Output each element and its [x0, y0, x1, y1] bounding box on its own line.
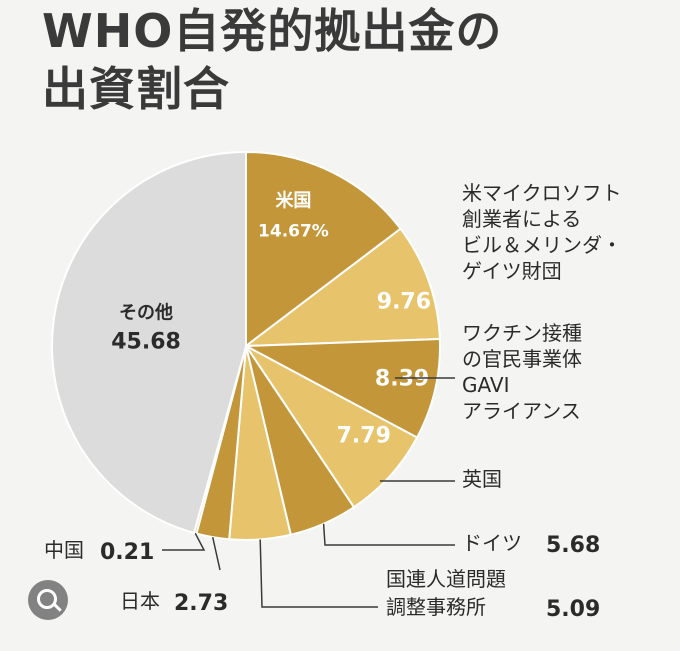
pie-slice-1	[242, 227, 441, 348]
slice-label-2-line-1: の官民事業体	[462, 347, 582, 371]
slice-label-5-line-1: 調整事務所	[386, 595, 486, 619]
slice-label-1-line-2: ビル＆メリンダ・	[462, 233, 622, 257]
slice-label-4-line-0: ドイツ	[462, 531, 522, 555]
slice-label-7-line-0: 中国	[44, 538, 84, 562]
slice-label-3-line-0: 英国	[462, 467, 502, 491]
slice-value-3: 7.79	[337, 424, 391, 449]
leader-line-5	[259, 539, 378, 608]
leader-line-7	[162, 532, 206, 551]
slice-value-6: 2.73	[174, 591, 228, 616]
slice-value-0: 14.67%	[258, 221, 329, 241]
slice-label-8: その他	[119, 301, 173, 323]
pie-slice-2	[242, 338, 441, 439]
title-line-1: WHO自発的拠出金の	[42, 4, 503, 58]
slice-label-2-line-2: GAVI	[462, 373, 509, 397]
leader-line-6	[211, 536, 221, 571]
chart-title: WHO自発的拠出金の 出資割合	[42, 2, 502, 118]
slice-label-2-line-0: ワクチン接種	[462, 321, 582, 345]
pie-slice-3	[245, 345, 419, 509]
slice-value-4: 5.68	[546, 533, 600, 558]
slice-label-0: 米国	[275, 189, 311, 211]
slice-label-2-line-3: アライアンス	[462, 399, 581, 423]
slice-value-7: 0.21	[100, 540, 154, 565]
pie-slice-0	[245, 150, 402, 349]
slice-label-6-line-0: 日本	[120, 589, 160, 613]
visual-search-icon[interactable]	[28, 580, 68, 620]
slice-value-5: 5.09	[546, 597, 600, 622]
leader-line-4	[322, 523, 455, 546]
slice-label-1-line-1: 創業者による	[462, 207, 581, 231]
slice-label-5-line-0: 国連人道問題	[386, 567, 506, 591]
title-line-2: 出資割合	[42, 62, 230, 116]
slice-value-1: 9.76	[377, 289, 431, 314]
slice-label-1-line-3: ゲイツ財団	[462, 259, 562, 283]
slice-value-8: 45.68	[111, 329, 181, 354]
slice-label-1-line-0: 米マイクロソフト	[462, 181, 622, 205]
slice-value-2: 8.39	[375, 367, 429, 392]
pie-slice-8	[51, 150, 247, 535]
